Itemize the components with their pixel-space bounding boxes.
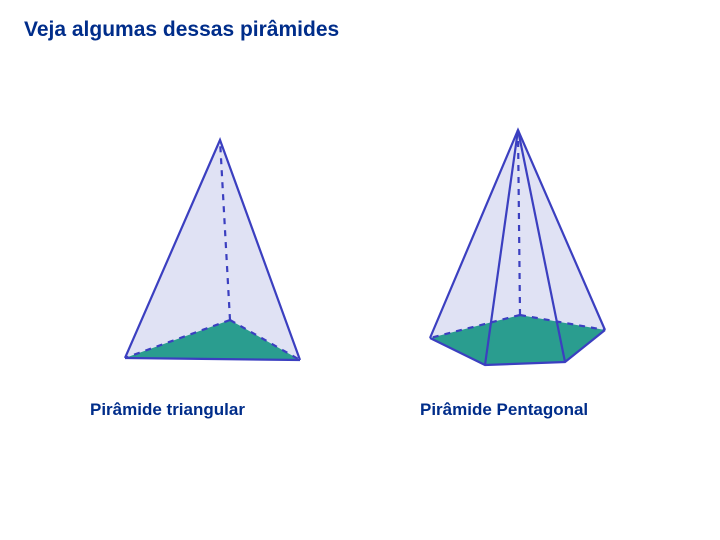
caption-triangular: Pirâmide triangular (90, 400, 245, 420)
pyramid-pentagonal (400, 120, 640, 380)
caption-pentagonal: Pirâmide Pentagonal (420, 400, 588, 420)
pyramid-triangular (100, 130, 330, 380)
page-title: Veja algumas dessas pirâmides (24, 18, 339, 42)
